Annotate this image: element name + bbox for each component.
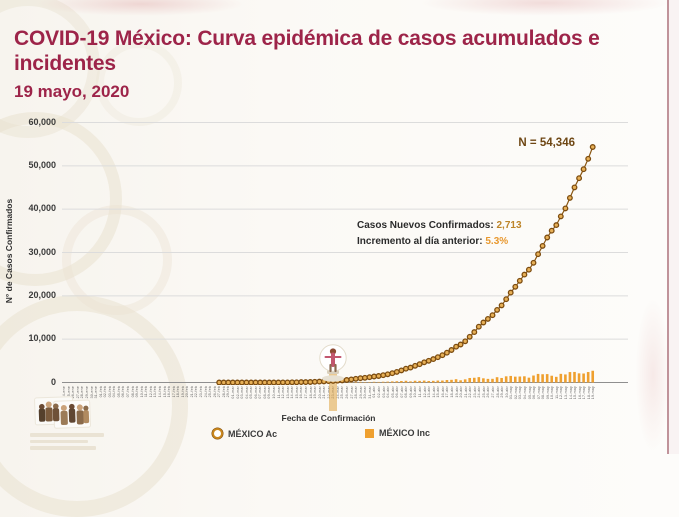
sana-distancia-mascot-icon	[318, 341, 348, 383]
legend-item-mexico-inc: MÉXICO Inc	[365, 428, 430, 438]
x-axis-title: Fecha de Confirmación	[62, 413, 595, 423]
y-tick-label: 40,000	[0, 203, 56, 213]
legend-label-inc: MÉXICO Inc	[379, 428, 430, 438]
new-cases-value: 2,713	[496, 220, 521, 231]
historical-figures-image	[33, 393, 92, 431]
total-cases-annotation: N = 54,346	[430, 137, 575, 149]
y-tick-label: 10,000	[0, 333, 56, 343]
new-cases-label: Casos Nuevos Confirmados:	[357, 220, 494, 231]
increment-annotation: Incremento al día anterior: 5.3%	[357, 236, 508, 247]
y-tick-label: 0	[0, 377, 56, 387]
new-cases-annotation: Casos Nuevos Confirmados: 2,713	[357, 220, 522, 231]
pink-smudge-decoration	[36, 0, 246, 16]
slide-date: 19 mayo, 2020	[14, 82, 129, 102]
y-tick-label: 60,000	[0, 117, 56, 127]
increment-label: Incremento al día anterior:	[357, 236, 483, 247]
footer-watermark-lines	[30, 433, 104, 453]
y-tick-label: 50,000	[0, 160, 56, 170]
x-tick-label: 19-may	[591, 386, 596, 412]
incidence-series-marker-icon	[365, 429, 374, 438]
y-tick-label: 30,000	[0, 247, 56, 257]
legend-label-ac: MÉXICO Ac	[228, 429, 277, 439]
legend-item-mexico-ac: MÉXICO Ac	[212, 428, 277, 439]
y-tick-label: 20,000	[0, 290, 56, 300]
slide-title: COVID-19 México: Curva epidémica de caso…	[14, 26, 664, 76]
increment-value: 5.3%	[485, 236, 508, 247]
pink-smudge-decoration	[636, 300, 670, 450]
pink-smudge-decoration	[420, 0, 670, 16]
slide-edge-strip	[669, 0, 679, 454]
cumulative-series-marker-icon	[212, 428, 223, 439]
